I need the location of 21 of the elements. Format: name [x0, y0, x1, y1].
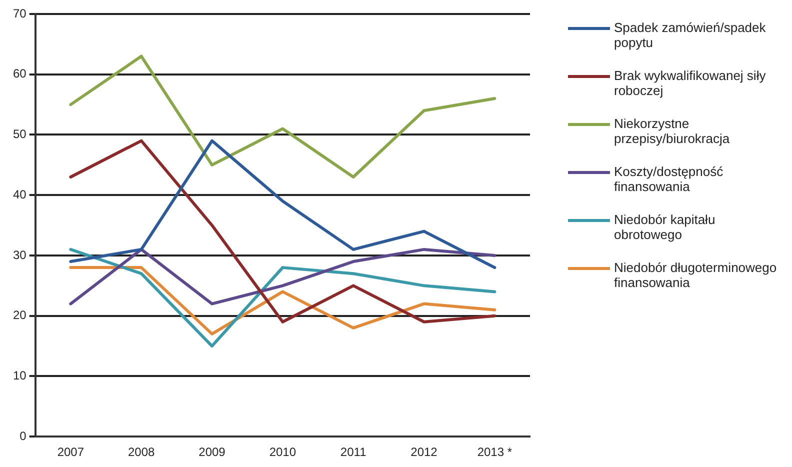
legend-label: Spadek zamówień/spadek popytu [614, 20, 767, 50]
x-tick-label: 2008 [128, 445, 156, 460]
y-tick-label: 10 [12, 368, 27, 383]
x-tick-label: 2013 * [477, 445, 512, 460]
y-tick-label: 0 [20, 428, 27, 443]
legend-label: Koszty/dostępność finansowania [614, 164, 724, 194]
y-tick-label: 40 [12, 187, 27, 202]
y-tick-label: 50 [12, 127, 27, 142]
legend-label: Niedobór kapitału obrotowego [614, 212, 716, 242]
x-tick-label: 2009 [198, 445, 226, 460]
y-tick-label: 70 [12, 6, 27, 20]
legend-label: Niedobór długoterminowego finansowania [614, 260, 778, 290]
x-tick-label: 2007 [57, 445, 84, 460]
y-tick-label: 30 [12, 248, 27, 262]
y-tick-label: 20 [12, 308, 27, 322]
legend-label: Niekorzystne przepisy/biurokracja [614, 116, 731, 146]
x-tick-label: 2012 [410, 445, 438, 460]
legend-label: Brak wykwalifikowanej siły roboczej [614, 68, 767, 98]
x-tick-label: 2010 [269, 445, 296, 460]
x-tick-label: 2011 [340, 445, 367, 460]
y-tick-label: 60 [12, 66, 27, 81]
